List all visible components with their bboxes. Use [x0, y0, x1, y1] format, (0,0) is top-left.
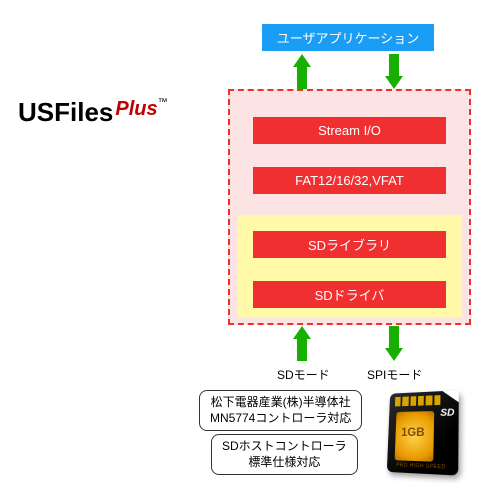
layer-sddrv: SDドライバ	[253, 281, 446, 308]
arrow-down-bottom	[385, 326, 403, 361]
layer-stream-label: Stream I/O	[318, 123, 381, 138]
user-app-label: ユーザアプリケーション	[277, 28, 419, 47]
arrow-up-top	[293, 54, 311, 89]
layer-sdlib: SDライブラリ	[253, 231, 446, 258]
note-1: 松下電器産業(株)半導体社 MN5774コントローラ対応	[199, 390, 362, 431]
layer-sddrv-label: SDドライバ	[315, 285, 385, 304]
spi-mode-label: SPIモード	[367, 366, 422, 383]
title-main: USFiles	[18, 97, 113, 127]
layer-stream: Stream I/O	[253, 117, 446, 144]
note-1-text: 松下電器産業(株)半導体社 MN5774コントローラ対応	[210, 395, 351, 425]
user-app-box: ユーザアプリケーション	[262, 24, 434, 51]
layer-fat-label: FAT12/16/32,VFAT	[295, 173, 404, 188]
note-2-text: SDホストコントローラ 標準仕様対応	[222, 439, 347, 469]
product-title: USFilesPlus™	[18, 97, 168, 128]
note-2: SDホストコントローラ 標準仕様対応	[211, 434, 358, 475]
sd-mode-label: SDモード	[277, 366, 330, 383]
arrow-up-bottom	[293, 326, 311, 361]
title-suffix: Plus	[115, 98, 157, 120]
layer-fat: FAT12/16/32,VFAT	[253, 167, 446, 194]
sd-card-icon: SD 1GB PRO HIGH SPEED	[387, 390, 459, 475]
layer-sdlib-label: SDライブラリ	[308, 235, 391, 254]
arrow-down-top	[385, 54, 403, 89]
title-tm: ™	[158, 97, 168, 108]
